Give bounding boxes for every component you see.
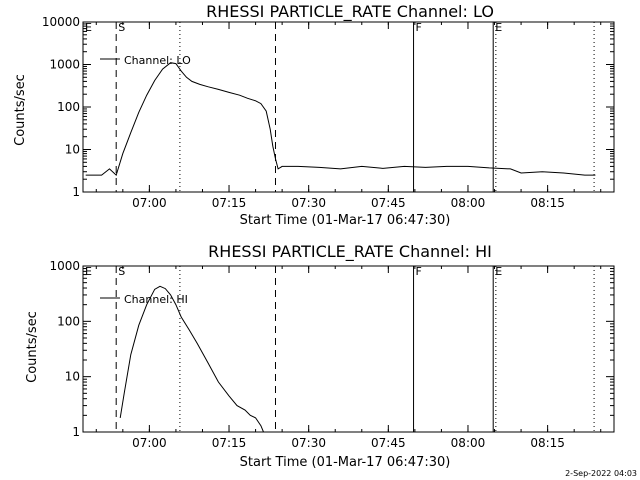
time-marker-label-hi: E <box>495 265 502 278</box>
plot-frame-hi <box>82 265 615 433</box>
y-tick-label-hi: 10 <box>65 370 80 384</box>
time-marker-label-lo: E <box>85 21 92 34</box>
y-tick-label-hi: 1000 <box>49 259 80 273</box>
x-tick-label-lo: 08:15 <box>530 196 565 210</box>
y-tick-label-lo: 1000 <box>49 58 80 72</box>
legend-label-hi: Channel: HI <box>124 293 188 306</box>
x-tick-label-lo: 07:45 <box>371 196 406 210</box>
chart-title-lo: RHESSI PARTICLE_RATE Channel: LO <box>206 2 494 22</box>
time-marker-label-hi: F <box>416 265 422 278</box>
panel-lo: RHESSI PARTICLE_RATE Channel: LO Counts/… <box>13 2 615 228</box>
x-tick-label-lo: 07:00 <box>132 196 167 210</box>
y-tick-label-hi: 100 <box>57 314 80 328</box>
y-tick-label-lo: 10 <box>65 143 80 157</box>
y-tick-label-hi: 1 <box>72 425 80 439</box>
y-tick-label-lo: 1 <box>72 185 80 199</box>
time-marker-label-hi: E <box>85 265 92 278</box>
x-tick-label-hi: 07:45 <box>371 436 406 450</box>
time-marker-label-hi: S <box>118 265 125 278</box>
legend-label-lo: Channel: LO <box>124 54 191 67</box>
x-axis-label-hi: Start Time (01-Mar-17 06:47:30) <box>240 455 451 470</box>
plot-frame-lo <box>82 21 615 193</box>
time-marker-label-lo: S <box>118 21 125 34</box>
x-tick-label-lo: 08:00 <box>451 196 486 210</box>
series-line-lo <box>85 62 596 177</box>
x-tick-label-hi: 07:30 <box>291 436 326 450</box>
generation-timestamp: 2-Sep-2022 04:03 <box>565 469 637 478</box>
x-tick-label-hi: 07:00 <box>132 436 167 450</box>
chart-title-hi: RHESSI PARTICLE_RATE Channel: HI <box>208 242 492 262</box>
y-axis-label-hi: Counts/sec <box>25 311 40 383</box>
x-tick-label-hi: 08:00 <box>451 436 486 450</box>
x-axis-label-lo: Start Time (01-Mar-17 06:47:30) <box>240 213 451 228</box>
panel-hi: RHESSI PARTICLE_RATE Channel: HI Counts/… <box>25 242 615 470</box>
x-tick-label-hi: 07:15 <box>212 436 247 450</box>
x-tick-label-lo: 07:30 <box>291 196 326 210</box>
time-marker-label-lo: E <box>495 21 502 34</box>
y-axis-label-lo: Counts/sec <box>13 74 28 146</box>
x-tick-label-hi: 08:15 <box>530 436 565 450</box>
y-tick-label-lo: 100 <box>57 100 80 114</box>
x-tick-label-lo: 07:15 <box>212 196 247 210</box>
time-marker-label-lo: F <box>416 21 422 34</box>
series-line-hi <box>119 285 264 433</box>
y-tick-label-lo: 10000 <box>42 15 80 29</box>
